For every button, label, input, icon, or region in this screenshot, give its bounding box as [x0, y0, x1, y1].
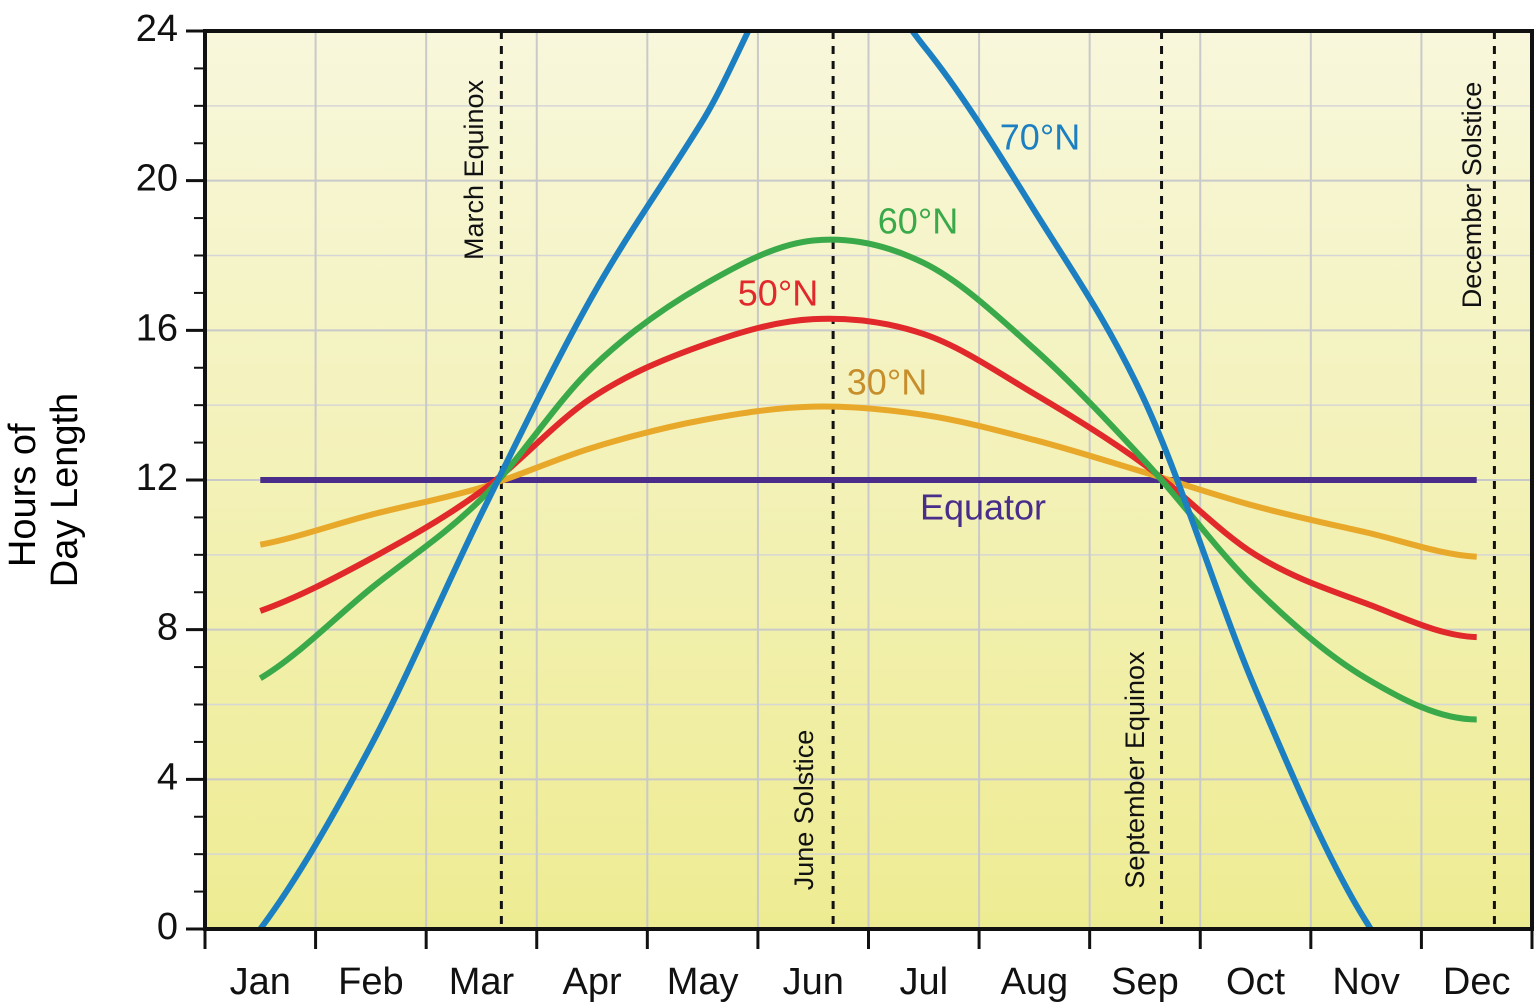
lines	[257, 31, 1477, 929]
x-tick-label: May	[667, 961, 739, 1003]
x-tick-label: Apr	[562, 961, 621, 1003]
x-tick-label: Jan	[230, 961, 291, 1003]
y-tick-label: 20	[136, 158, 178, 200]
series-label: 70°N	[1000, 117, 1080, 158]
series-line	[258, 236, 1477, 723]
series-line	[259, 315, 1477, 641]
events: March Equinox June Solstice September Equi…	[459, 31, 1496, 929]
event-label: June Solstice	[789, 730, 819, 891]
x-tick-label: Jul	[900, 961, 949, 1003]
y-tick-label: 8	[157, 607, 178, 649]
y-axis-title-line: Day Length	[44, 393, 86, 587]
x-tick-label: Nov	[1332, 961, 1400, 1003]
x-tick-label: Dec	[1443, 961, 1511, 1003]
series-line	[259, 403, 1477, 560]
series-label: 50°N	[738, 273, 818, 314]
series-label: Equator	[920, 487, 1046, 528]
y-tick-label: 0	[157, 906, 178, 948]
event-label: March Equinox	[459, 79, 489, 260]
event-label: December Solstice	[1457, 82, 1487, 309]
x-tick-label: Oct	[1226, 961, 1286, 1003]
series-label: 30°N	[847, 362, 927, 403]
y-axis-title-line: Hours of	[2, 423, 44, 567]
axes: 0 4 8 12 16 20 24 Jan Feb Mar Apr May Jun Jul Aug Sep Oc…	[136, 8, 1534, 1003]
y-tick-label: 4	[157, 756, 178, 798]
y-tick-label: 12	[136, 457, 178, 499]
event-label: September Equinox	[1120, 651, 1150, 889]
x-tick-label: Sep	[1111, 961, 1179, 1003]
series-line	[257, 31, 1375, 929]
y-tick-label: 16	[136, 307, 178, 349]
labels: 70°N 60°N 50°N 30°N Equator	[738, 117, 1080, 528]
y-tick-label: 24	[136, 8, 178, 50]
series-label: 60°N	[878, 201, 958, 242]
x-tick-label: Aug	[1001, 961, 1069, 1003]
x-tick-label: Feb	[338, 961, 403, 1003]
y-axis-title: Hours of Day Length	[2, 393, 86, 587]
x-tick-label: Mar	[449, 961, 515, 1003]
x-tick-label: Jun	[783, 961, 844, 1003]
